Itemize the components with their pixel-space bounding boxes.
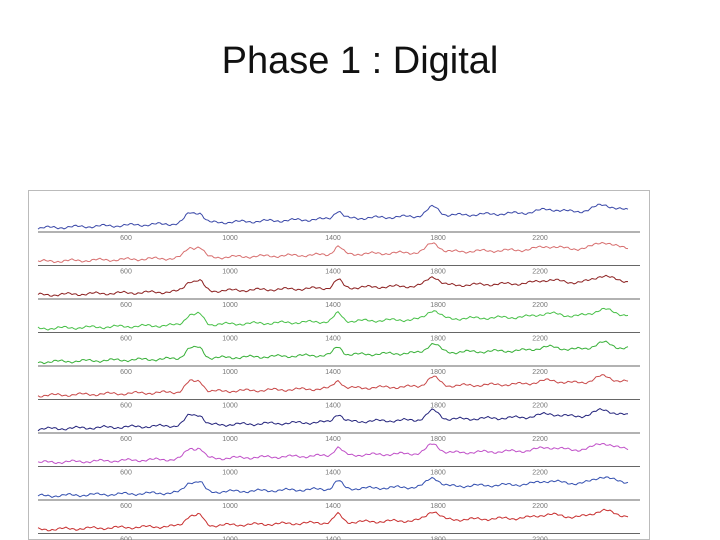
x-tick-label: 600 — [120, 536, 132, 540]
slide-title: Phase 1 : Digital — [221, 40, 499, 82]
x-tick-label: 1800 — [430, 536, 446, 540]
x-tick-label: 1800 — [430, 335, 446, 342]
spectrum-trace — [37, 203, 629, 230]
x-tick-label: 1400 — [325, 268, 341, 275]
x-tick-label: 600 — [120, 335, 132, 342]
x-tick-label: 2200 — [532, 469, 548, 476]
x-tick-label: 600 — [120, 235, 132, 242]
x-tick-label: 1400 — [325, 536, 341, 540]
x-tick-label: 1000 — [222, 536, 238, 540]
x-tick-label: 1400 — [325, 302, 341, 309]
x-tick-label: 1000 — [222, 402, 238, 409]
x-tick-label: 2200 — [532, 402, 548, 409]
x-tick-label: 1800 — [430, 402, 446, 409]
image-frame — [28, 190, 650, 540]
x-tick-label: 2200 — [532, 302, 548, 309]
x-tick-label: 1800 — [430, 302, 446, 309]
x-tick-label: 1400 — [325, 436, 341, 443]
x-tick-label: 1000 — [222, 469, 238, 476]
spectra-image: 600 1000 1400 1800 2200 600 1000 1400 1800 2200 60… — [28, 190, 650, 540]
spectrum-trace — [37, 442, 629, 465]
x-tick-label: 1400 — [325, 402, 341, 409]
x-tick-label: 1400 — [325, 503, 341, 510]
x-tick-label: 1000 — [222, 369, 238, 376]
spectrum-trace — [37, 274, 629, 297]
x-tick-label: 1400 — [325, 235, 341, 242]
x-tick-label: 2200 — [532, 369, 548, 376]
x-tick-label: 1000 — [222, 235, 238, 242]
x-tick-label: 1800 — [430, 469, 446, 476]
x-tick-label: 2200 — [532, 235, 548, 242]
x-tick-label: 2200 — [532, 268, 548, 275]
x-tick-label: 1800 — [430, 369, 446, 376]
x-tick-label: 1800 — [430, 436, 446, 443]
x-tick-label: 600 — [120, 369, 132, 376]
x-tick-label: 600 — [120, 268, 132, 275]
x-tick-label: 1000 — [222, 268, 238, 275]
x-tick-label: 2200 — [532, 335, 548, 342]
spectrum-trace — [37, 241, 629, 264]
spectrum-trace — [37, 408, 629, 432]
x-tick-label: 1000 — [222, 436, 238, 443]
x-tick-label: 600 — [120, 503, 132, 510]
x-tick-label: 1800 — [430, 503, 446, 510]
x-tick-label: 1000 — [222, 302, 238, 309]
spectrum-trace — [37, 374, 629, 398]
x-tick-label: 1400 — [325, 335, 341, 342]
x-tick-label: 2200 — [532, 436, 548, 443]
x-tick-label: 600 — [120, 436, 132, 443]
x-tick-label: 2200 — [532, 536, 548, 540]
spectrum-trace — [37, 508, 629, 532]
x-tick-label: 1400 — [325, 469, 341, 476]
x-tick-label: 600 — [120, 469, 132, 476]
x-tick-label: 1000 — [222, 503, 238, 510]
spectrum-trace — [37, 340, 629, 365]
spectrum-trace — [37, 476, 629, 498]
x-tick-label: 1800 — [430, 268, 446, 275]
x-tick-label: 600 — [120, 302, 132, 309]
x-tick-label: 600 — [120, 402, 132, 409]
x-tick-label: 1000 — [222, 335, 238, 342]
x-tick-label: 1400 — [325, 369, 341, 376]
spectrum-trace — [37, 307, 629, 331]
x-tick-label: 2200 — [532, 503, 548, 510]
x-tick-label: 1800 — [430, 235, 446, 242]
